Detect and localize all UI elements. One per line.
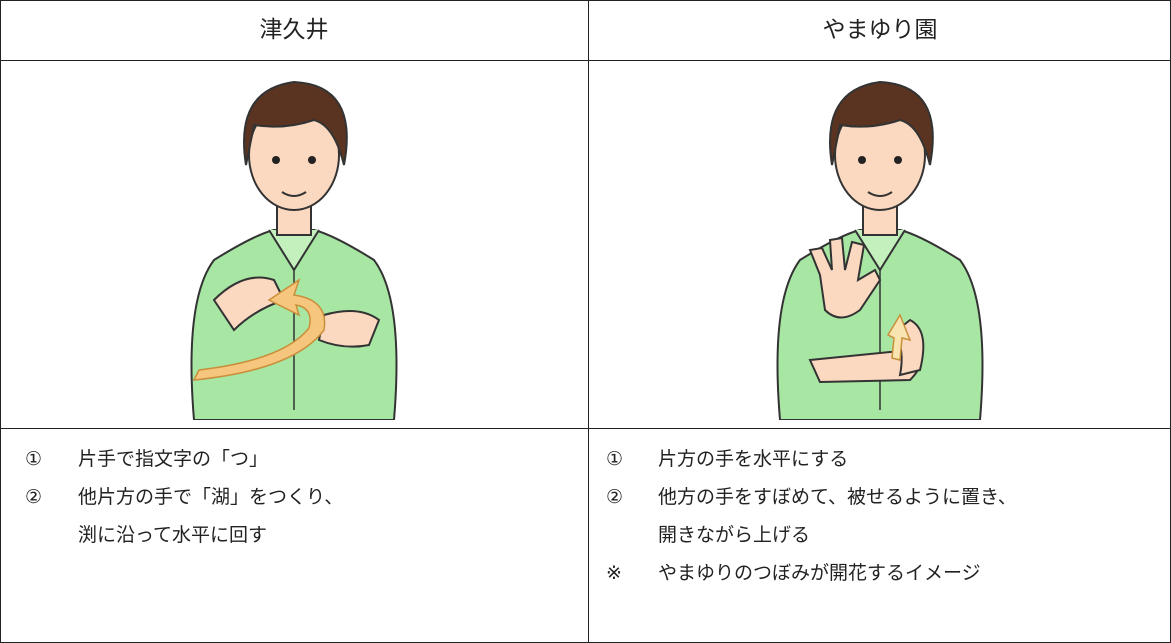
row-border (0, 60, 1171, 61)
step-text: 開きながら上げる (658, 524, 811, 546)
step-text: 片手で指文字の「つ」 (78, 448, 269, 470)
step-marker: ② (25, 486, 43, 508)
illustration (190, 80, 398, 420)
illustration (776, 80, 984, 420)
step-marker: ② (606, 486, 624, 508)
step-text: 渕に沿って水平に回す (78, 524, 268, 546)
step-text: 他方の手をすぼめて、被せるように置き、 (658, 486, 1017, 508)
step-marker: ※ (606, 562, 622, 584)
column-title: やまゆり園 (822, 17, 938, 43)
step-text: 片方の手を水平にする (658, 448, 849, 470)
column-title: 津久井 (259, 17, 329, 43)
step-marker: ① (25, 448, 43, 470)
step-text: 他片方の手で「湖」をつくり、 (78, 486, 344, 508)
row-border (0, 428, 1171, 429)
step-text: やまゆりのつぼみが開花するイメージ (658, 562, 981, 584)
column-border (588, 0, 589, 643)
step-marker: ① (606, 448, 624, 470)
